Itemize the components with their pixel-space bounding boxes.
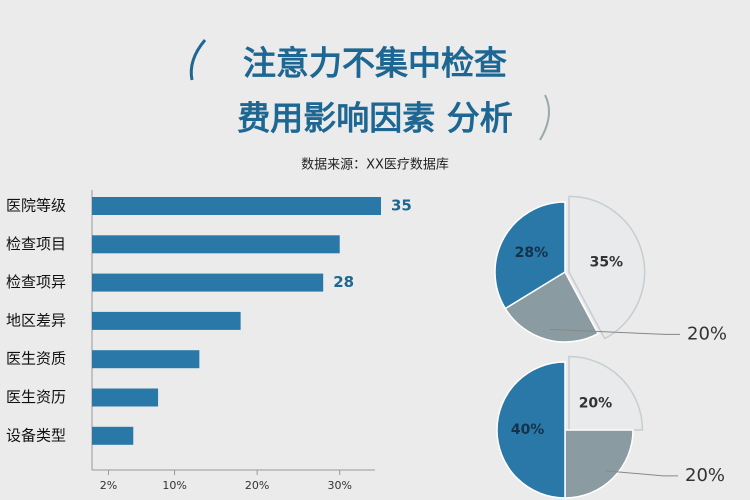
callout-label: 20%	[685, 465, 725, 486]
bar	[92, 426, 134, 445]
x-tick-label: 20%	[245, 479, 269, 492]
bar	[92, 388, 159, 407]
slice-label: 20%	[579, 396, 613, 412]
pie-slice	[494, 201, 566, 310]
x-tick-label: 30%	[327, 479, 351, 492]
pie-slice	[504, 270, 600, 343]
slice-label: 40%	[511, 422, 545, 438]
value-label: 28	[333, 273, 354, 291]
value-label: 35	[391, 197, 412, 215]
bar	[92, 235, 340, 254]
x-tick-label: 2%	[100, 479, 117, 492]
bar	[92, 273, 324, 292]
callout-label: 20%	[687, 323, 727, 344]
bar	[92, 311, 241, 330]
category-label: 医院等级	[6, 197, 66, 215]
decor	[189, 39, 207, 81]
category-label: 检查项异	[6, 273, 66, 291]
callout-line	[605, 470, 678, 477]
decor	[539, 94, 550, 141]
category-label: 医生资质	[6, 350, 66, 368]
subtitle: 数据来源：XX医疗数据库	[301, 157, 449, 173]
pie-slice	[568, 195, 646, 340]
pie-slice	[564, 429, 634, 499]
bar	[92, 197, 381, 215]
slice-label: 28%	[515, 245, 549, 261]
category-label: 医生资历	[6, 388, 66, 406]
pie-slice	[568, 355, 644, 431]
category-label: 设备类型	[6, 426, 66, 444]
title-line: 费用影响因素 分析	[237, 99, 513, 138]
category-label: 检查项目	[6, 235, 66, 253]
pie-slice	[496, 361, 566, 499]
callout-line	[549, 328, 680, 335]
bar	[92, 350, 200, 369]
x-tick-label: 10%	[162, 479, 186, 492]
category-label: 地区差异	[6, 311, 66, 329]
title-line: 注意力不集中检查	[243, 44, 507, 83]
slice-label: 35%	[590, 255, 624, 271]
